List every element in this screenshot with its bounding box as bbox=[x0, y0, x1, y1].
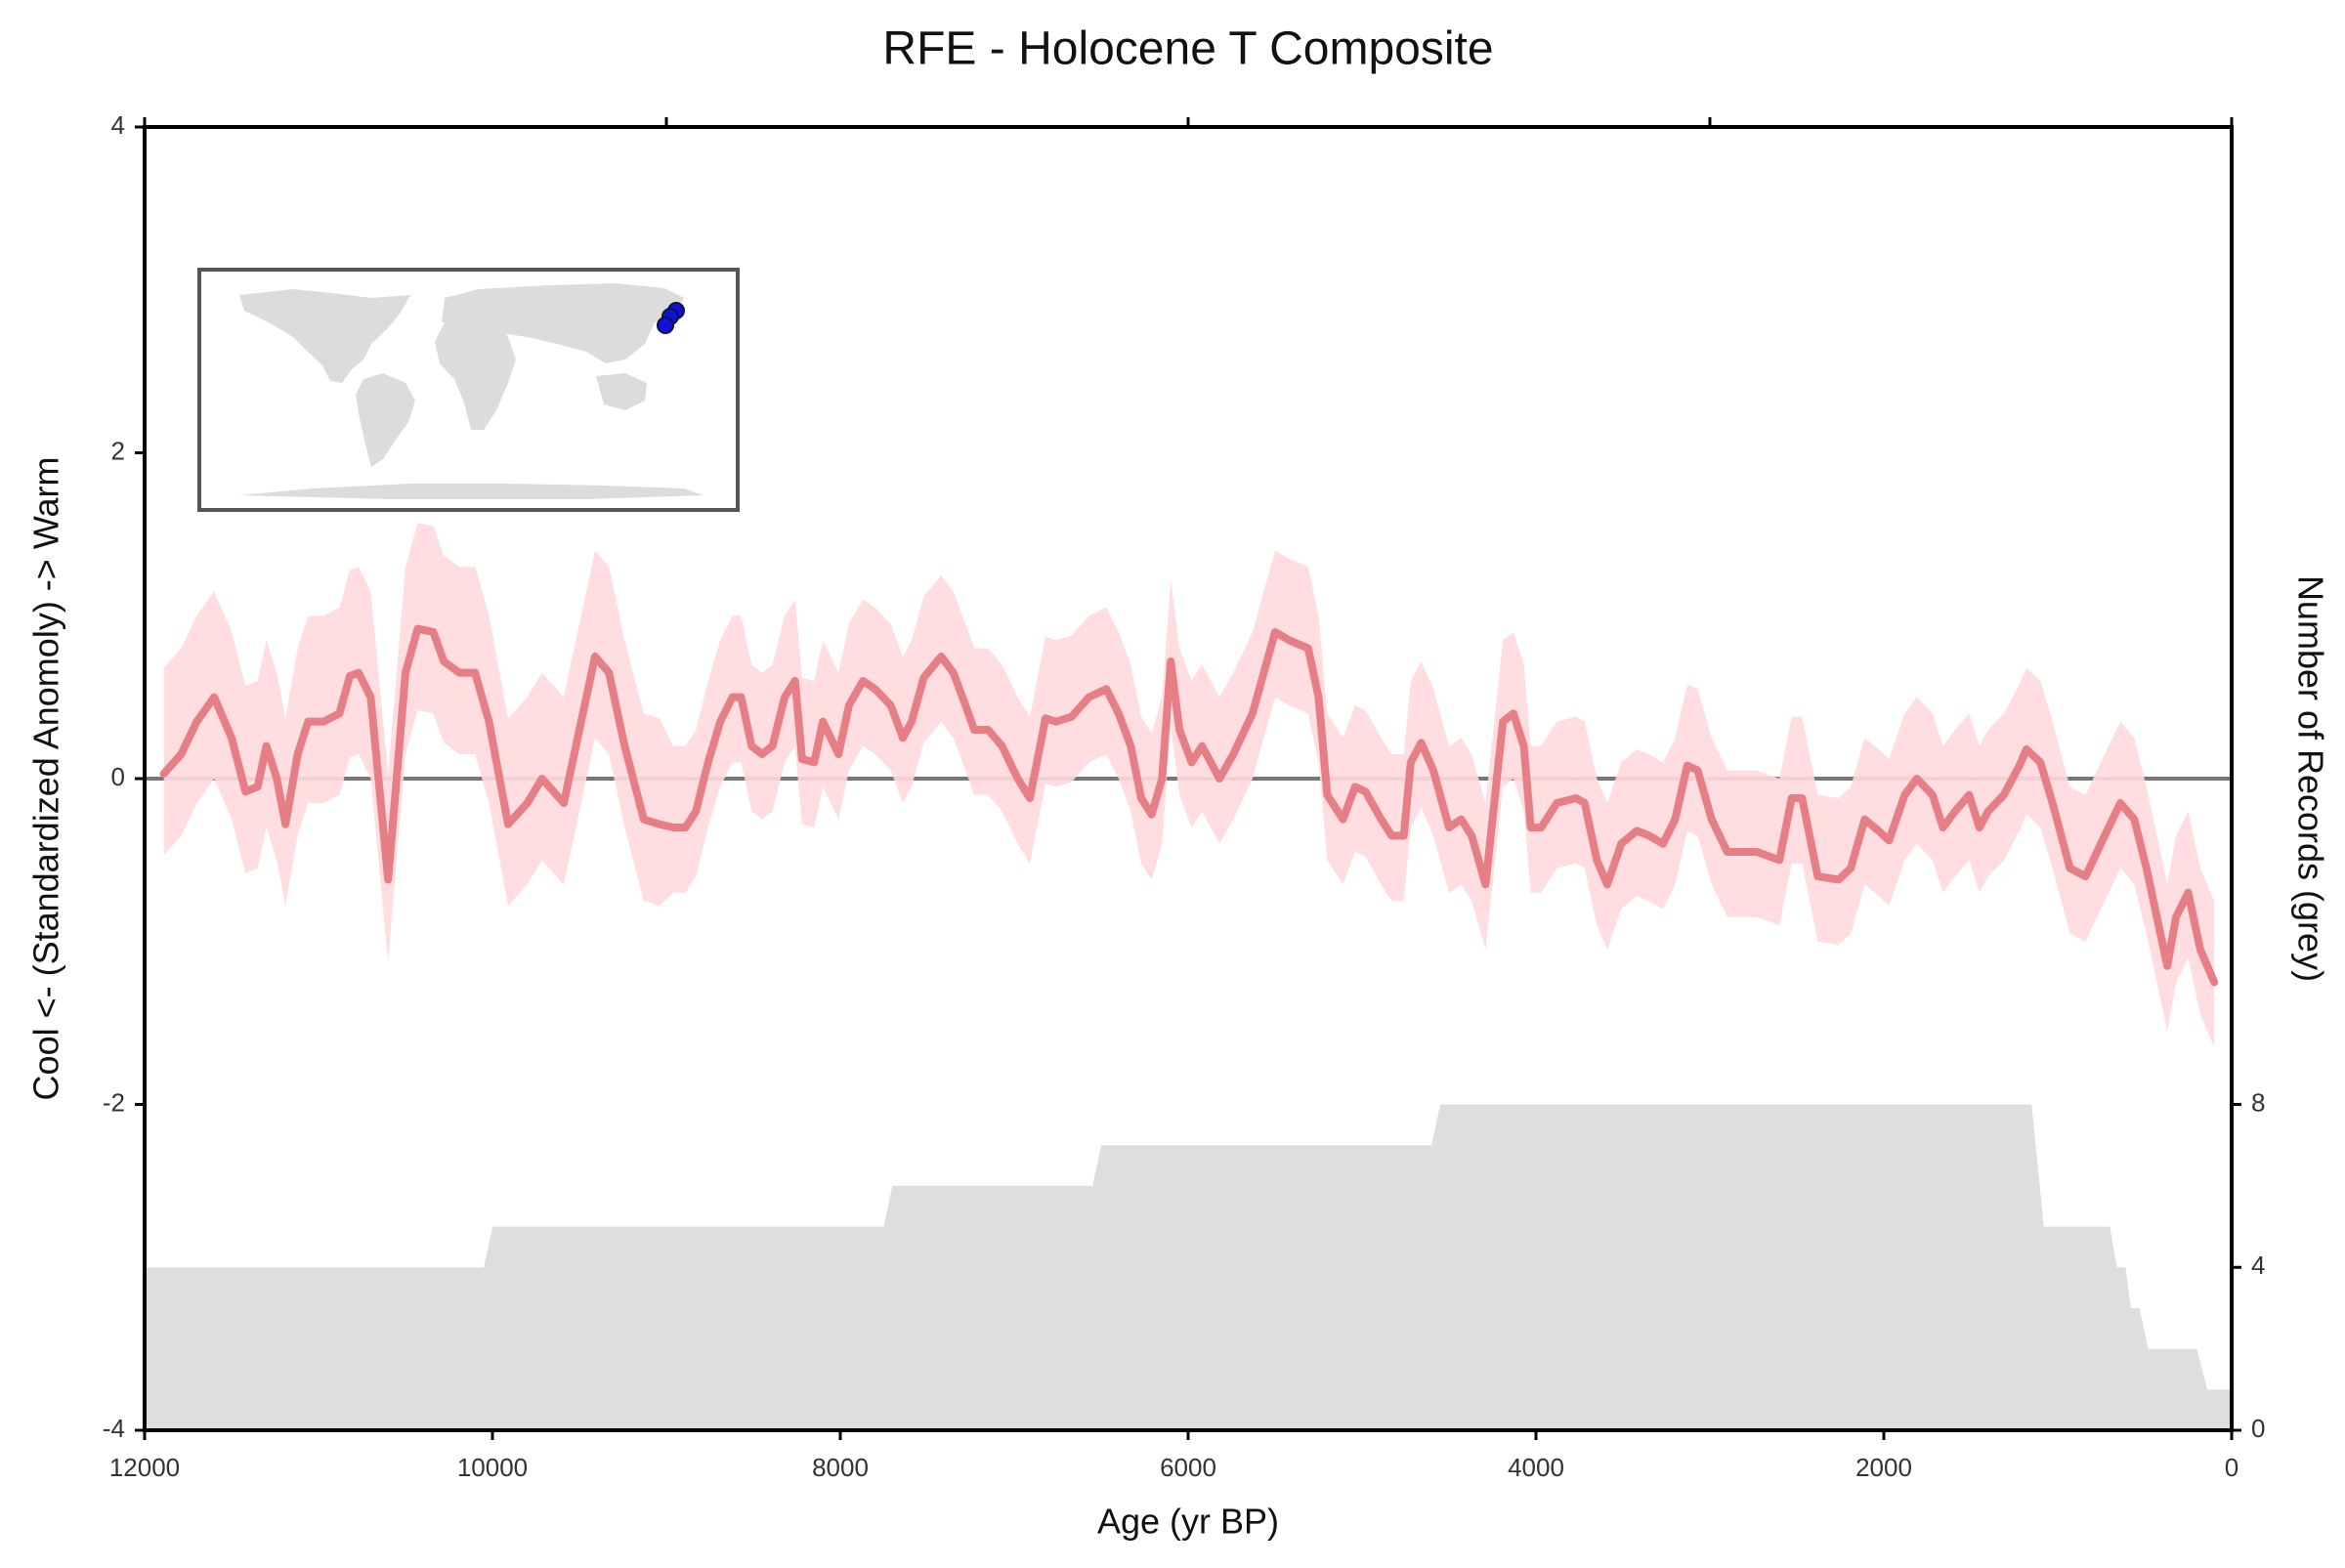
x-axis-label: Age (yr BP) bbox=[1097, 1502, 1279, 1542]
median-line bbox=[159, 624, 2219, 987]
africa bbox=[435, 315, 516, 430]
x-tick-label: 4000 bbox=[1508, 1453, 1564, 1482]
antarctica bbox=[239, 484, 704, 499]
x-tick-label: 0 bbox=[2225, 1453, 2238, 1482]
x-tick-label: 6000 bbox=[1160, 1453, 1216, 1482]
x-tick-label: 8000 bbox=[812, 1453, 869, 1482]
y-tick-label: 2 bbox=[111, 436, 125, 465]
site-marker bbox=[657, 317, 674, 334]
x-tick-label: 10000 bbox=[457, 1453, 528, 1482]
y2-tick-label: 8 bbox=[2251, 1087, 2265, 1117]
map-inset bbox=[197, 268, 740, 512]
y2-tick-label: 0 bbox=[2251, 1414, 2265, 1443]
continents bbox=[239, 283, 704, 499]
x-tick-label: 2000 bbox=[1855, 1453, 1912, 1482]
site-markers bbox=[657, 302, 685, 334]
uncertainty-band bbox=[163, 523, 2215, 1048]
north-america bbox=[239, 289, 410, 383]
record-count-area bbox=[145, 1104, 2232, 1430]
y-tick-label: 4 bbox=[111, 110, 125, 140]
y-tick-label: 0 bbox=[111, 762, 125, 791]
y2-tick-label: 4 bbox=[2251, 1250, 2265, 1280]
eurasia bbox=[442, 283, 684, 363]
y-tick-label: -4 bbox=[103, 1414, 125, 1443]
y-tick-label: -2 bbox=[103, 1087, 125, 1117]
australia bbox=[596, 373, 647, 410]
y-axis-label: Cool <- (Standardized Anomoly) -> Warm bbox=[26, 457, 66, 1101]
south-america bbox=[356, 373, 415, 467]
y2-axis-label: Number of Records (grey) bbox=[2290, 575, 2330, 982]
x-tick-label: 12000 bbox=[109, 1453, 180, 1482]
plot-area: 12000 10000 8000 6000 4000 2000 0 -4 -2 0 2 4 0 4 8 bbox=[103, 110, 2266, 1482]
chart-title: RFE - Holocene T Composite bbox=[882, 23, 1493, 75]
